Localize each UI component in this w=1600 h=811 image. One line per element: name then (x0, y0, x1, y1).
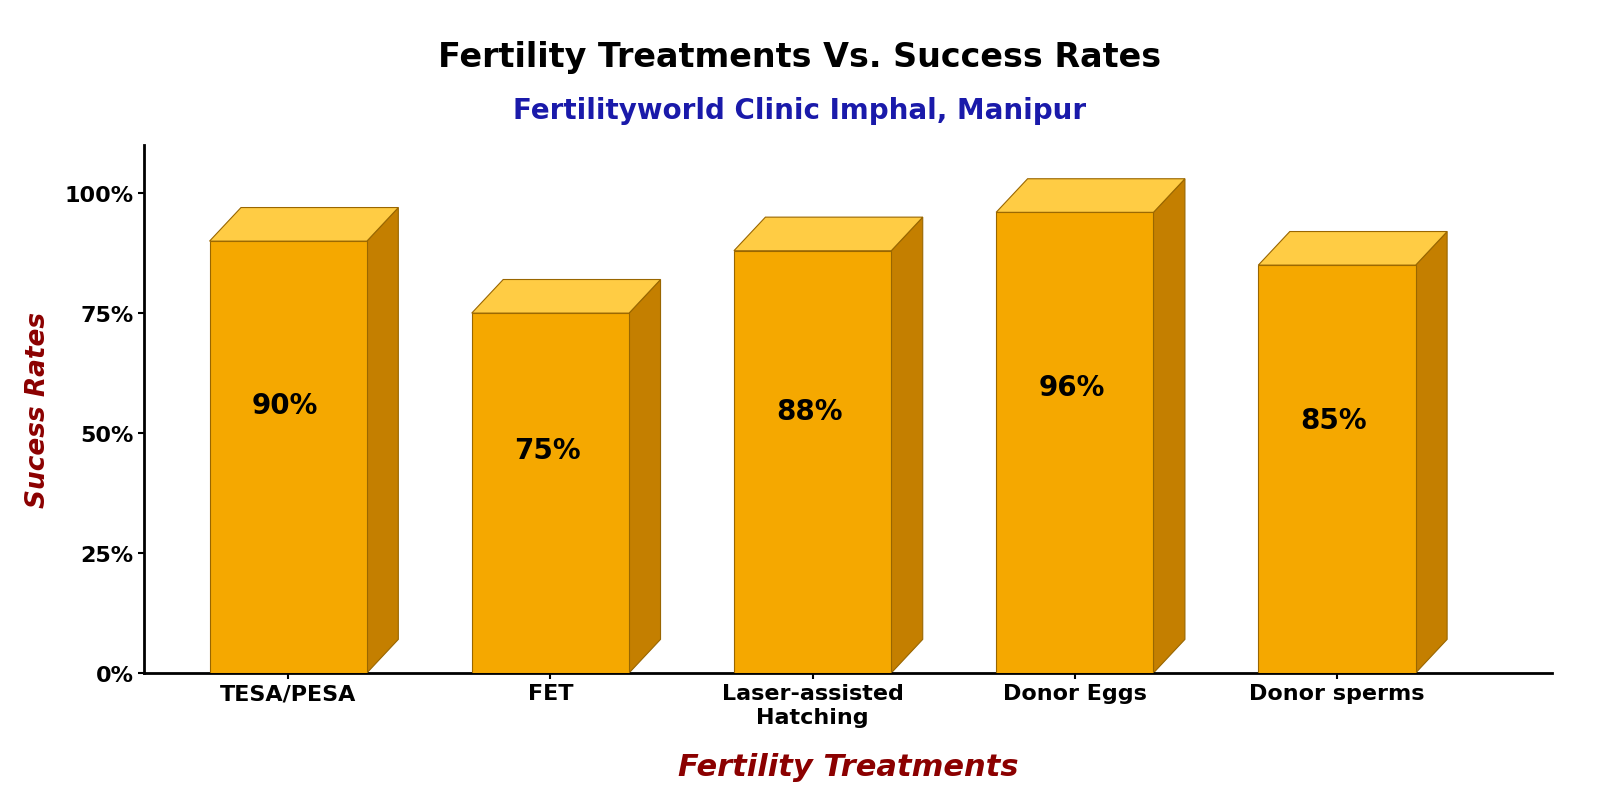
Text: Fertilityworld Clinic Imphal, Manipur: Fertilityworld Clinic Imphal, Manipur (514, 97, 1086, 125)
Polygon shape (472, 314, 629, 673)
Polygon shape (997, 213, 1154, 673)
Text: 96%: 96% (1038, 374, 1106, 402)
Y-axis label: Sucess Rates: Sucess Rates (24, 311, 51, 508)
Text: 90%: 90% (251, 392, 318, 420)
Text: 85%: 85% (1301, 406, 1366, 435)
Polygon shape (1258, 232, 1446, 266)
Polygon shape (366, 208, 398, 673)
Polygon shape (734, 218, 923, 251)
Polygon shape (734, 251, 891, 673)
Polygon shape (472, 280, 661, 314)
X-axis label: Fertility Treatments: Fertility Treatments (678, 752, 1018, 781)
Polygon shape (1416, 232, 1446, 673)
Polygon shape (1154, 179, 1186, 673)
Polygon shape (997, 179, 1186, 213)
Polygon shape (1258, 266, 1416, 673)
Polygon shape (629, 280, 661, 673)
Text: Fertility Treatments Vs. Success Rates: Fertility Treatments Vs. Success Rates (438, 41, 1162, 74)
Text: 75%: 75% (514, 436, 581, 464)
Polygon shape (210, 208, 398, 242)
Polygon shape (891, 218, 923, 673)
Polygon shape (210, 242, 366, 673)
Text: 88%: 88% (776, 397, 843, 426)
